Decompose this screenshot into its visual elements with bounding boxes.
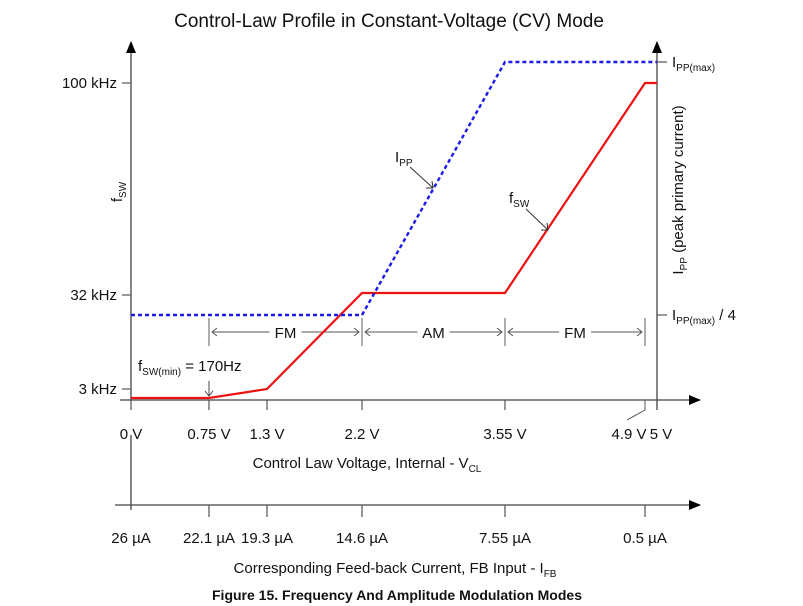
- ipp-label-sub: PP: [399, 158, 413, 169]
- x-tick-label: 1.3 V: [249, 426, 284, 443]
- fsw-line: [131, 81, 657, 400]
- y-tick-label: 32 kHz: [70, 287, 117, 304]
- x-tick-label: 0.75 V: [187, 426, 230, 443]
- chart-title: Control-Law Profile in Constant-Voltage …: [174, 11, 604, 32]
- tick-quarter-sub: PP(max): [676, 316, 715, 327]
- fsw-min-sub: SW(min): [142, 367, 181, 378]
- x-tick-label: 5 V: [650, 426, 673, 443]
- x2-tick-label: 0.5 µA: [623, 530, 667, 547]
- y-left-label-main: f: [109, 197, 126, 202]
- tick-4-9v-leader: [626, 400, 646, 421]
- axes: [115, 41, 701, 510]
- x-axis-label-main: Control Law Voltage, Internal - V: [253, 455, 469, 472]
- x-axis-label: Control Law Voltage, Internal - VCL: [253, 455, 482, 475]
- x-tick-label: 3.55 V: [483, 426, 526, 443]
- y-right-label-rest: (peak primary current): [670, 105, 687, 257]
- x-tick-label: 0 V: [120, 426, 143, 443]
- x2-tick-label: 22.1 µA: [183, 530, 235, 547]
- region-arrowhead-right: [636, 327, 643, 337]
- x-axis-label-sub: CL: [469, 464, 482, 475]
- fsw-min-rest: = 170Hz: [181, 358, 241, 375]
- y-tick-label: 3 kHz: [79, 381, 117, 398]
- ipp-line: [131, 60, 657, 317]
- y-right-label: IPP (peak primary current): [670, 105, 690, 274]
- region-arrowhead-left: [364, 327, 371, 337]
- x2-ticks: 26 µA 22.1 µA 19.3 µA 14.6 µA 7.55 µA 0.5 µA: [111, 505, 667, 547]
- y-right-label-main: I: [670, 270, 687, 274]
- x-tick-label: 4.9 V: [611, 426, 646, 443]
- y-tick-label: 100 kHz: [62, 75, 117, 92]
- fsw-leader-line: [525, 208, 549, 231]
- fsw-series-label: fSW: [509, 190, 530, 210]
- y-right-tick-label-max: IPP(max): [672, 54, 715, 74]
- tick-quarter-rest: / 4: [715, 307, 736, 324]
- x2-tick-label: 19.3 µA: [241, 530, 293, 547]
- y-left-label-sub: SW: [118, 181, 129, 198]
- fsw-leader-arrowhead: [541, 222, 549, 231]
- x2-axis-label: Corresponding Feed-back Current, FB Inpu…: [234, 560, 557, 580]
- fsw-min-main: f: [138, 358, 143, 375]
- tick-max-sub: PP(max): [676, 63, 715, 74]
- region-label: AM: [422, 325, 445, 342]
- ipp-leader-arrowhead: [426, 180, 434, 189]
- fsw-label-main: f: [509, 190, 514, 207]
- y-left-ticks: 100 kHz 32 kHz 3 kHz: [62, 75, 131, 398]
- x-tick-label: 2.2 V: [344, 426, 379, 443]
- y-right-tick-label-quarter: IPP(max) / 4: [672, 307, 736, 327]
- region-markers: FM AM FM: [208, 318, 646, 346]
- y-left-label: fSW: [109, 181, 129, 202]
- region-arrowhead-left: [507, 327, 514, 337]
- ipp-label-main: I: [395, 149, 399, 166]
- region-arrowhead-right: [353, 327, 360, 337]
- fsw-min-annotation: fSW(min) = 170Hz: [138, 358, 242, 378]
- tick-quarter-main: I: [672, 307, 676, 324]
- y-right-ticks: IPP(max) IPP(max) / 4: [657, 54, 736, 327]
- region-label: FM: [564, 325, 586, 342]
- x2-tick-label: 7.55 µA: [479, 530, 531, 547]
- x2-axis-label-sub: FB: [544, 569, 557, 580]
- tick-max-main: I: [672, 54, 676, 71]
- fsw-label-sub: SW: [513, 199, 530, 210]
- ipp-series-label: IPP: [395, 149, 413, 169]
- x2-tick-label: 14.6 µA: [336, 530, 388, 547]
- region-label: FM: [275, 325, 297, 342]
- x2-axis-label-main: Corresponding Feed-back Current, FB Inpu…: [234, 560, 544, 577]
- y-right-label-sub: PP: [679, 257, 690, 271]
- figure-caption: Figure 15. Frequency And Amplitude Modul…: [212, 587, 582, 603]
- x2-tick-label: 26 µA: [111, 530, 151, 547]
- region-arrowhead-left: [211, 327, 218, 337]
- fsw-min-pointer-head: [204, 390, 214, 397]
- region-arrowhead-right: [496, 327, 503, 337]
- ipp-leader-line: [409, 166, 434, 189]
- series-lines: [131, 60, 657, 400]
